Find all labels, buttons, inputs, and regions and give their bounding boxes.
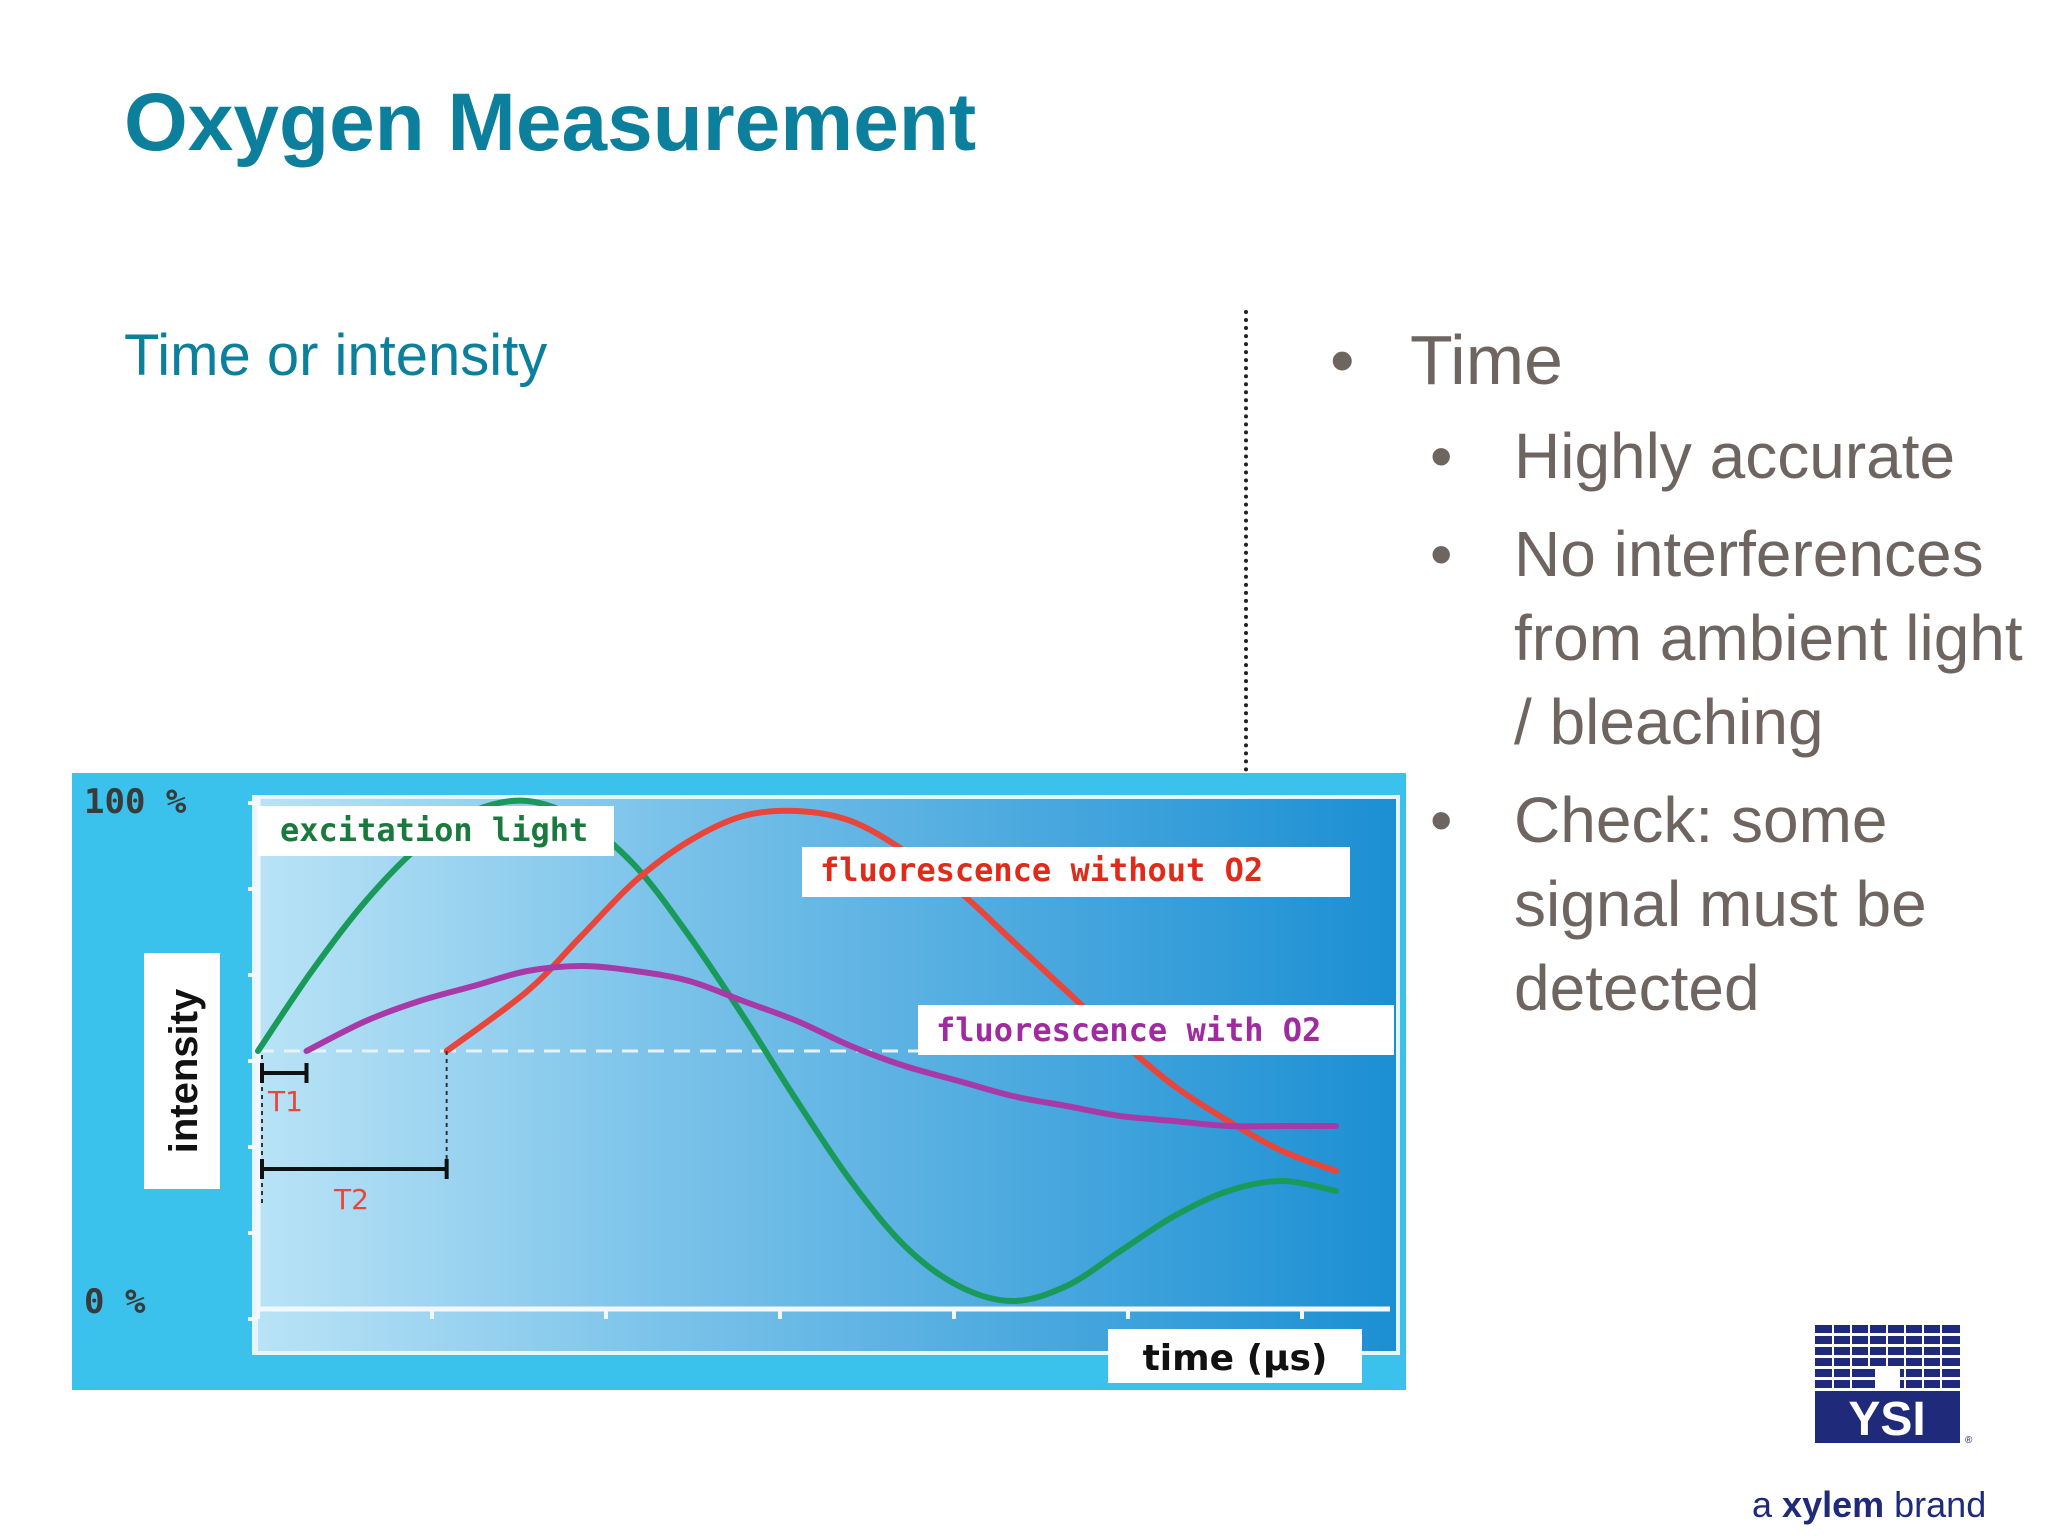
bullet-list: Time Highly accurate No interferences fr… [1330, 318, 2030, 1044]
x-axis-label: time (µs) [1143, 1338, 1328, 1379]
legend-fluorescence-without-o2: fluorescence without O2 [820, 851, 1263, 889]
y-tick-label-0: 0 % [84, 1282, 146, 1322]
tagline-prefix: a [1752, 1484, 1773, 1525]
brand-tagline: a xylem brand [1752, 1484, 1986, 1526]
ysi-logo-text: YSI [1848, 1393, 1925, 1446]
chart-svg: 100 % 0 % T1 T2 intensity time (µs) excitation… [72, 773, 1406, 1390]
bullet-sub-3: Check: some signal must be detected [1430, 778, 2030, 1030]
legend-fluorescence-with-o2: fluorescence with O2 [936, 1011, 1321, 1049]
slide-title: Oxygen Measurement [124, 77, 977, 168]
xlabel-box [1108, 1329, 1362, 1383]
series-fluorescence-with-o2 [303, 962, 1339, 1130]
oxygen-chart: 100 % 0 % T1 T2 intensity time (µs) excitation… [72, 773, 1406, 1390]
bullet-sub-2: No interferences from ambient light / bl… [1430, 512, 2030, 764]
bullet-main: Time [1330, 318, 2030, 402]
y-axis-label: intensity [162, 988, 206, 1153]
legend-fluorescence-without-o2-box [802, 847, 1350, 897]
legend-excitation-light-box [258, 806, 614, 856]
ysi-logo: YSI ® [1815, 1325, 1973, 1446]
annotation-t1: T1 [267, 1085, 303, 1118]
registered-mark: ® [1965, 1435, 1973, 1446]
bullet-sub-1: Highly accurate [1430, 414, 2030, 498]
ylabel-box [144, 953, 220, 1189]
annotation-t2: T2 [333, 1183, 369, 1216]
tagline-suffix: brand [1894, 1484, 1987, 1525]
tagline-brand: xylem [1782, 1484, 1885, 1525]
slide-subtitle: Time or intensity [124, 323, 548, 388]
dotted-divider [1244, 310, 1248, 780]
y-tick-label-100: 100 % [84, 782, 187, 822]
legend-fluorescence-with-o2-box [918, 1005, 1394, 1055]
legend-excitation-light: excitation light [280, 811, 588, 849]
